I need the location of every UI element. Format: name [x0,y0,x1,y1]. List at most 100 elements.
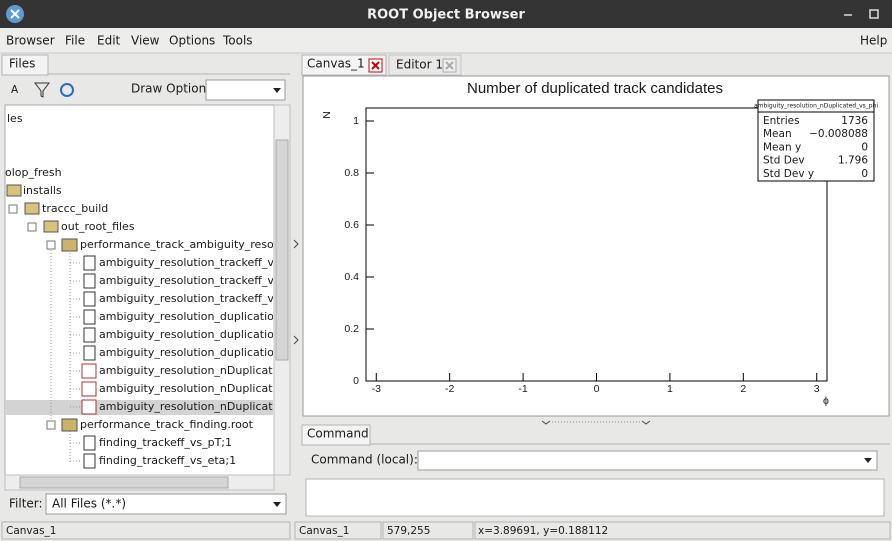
maximize-button[interactable] [869,9,879,19]
tree-item[interactable]: ambiguity_resolution_trackeff_vs_pT;1 [99,256,310,269]
tab-close-icon [371,61,380,70]
x-tick-label: 3 [814,383,820,395]
filter-button[interactable] [34,82,50,98]
tree-item[interactable]: finding_trackeff_vs_pT;1 [99,436,232,449]
y-tick-label: 0.2 [344,323,359,335]
shape [81,399,97,415]
tree-item[interactable]: out_root_files [61,220,135,233]
stats-value: 0 [861,141,868,153]
status-cell [294,521,382,540]
tree-item[interactable]: ambiguity_resolution_duplicationRate_ [99,328,312,341]
shape [83,273,96,289]
shape [81,381,97,397]
stats-key: Std Dev y [763,168,814,180]
stats-title: ambiguity_resolution_nDuplicated_vs_phi [754,103,878,110]
y-tick-label: 0.6 [344,219,359,231]
x-tick-label: -1 [518,383,527,395]
menu-item[interactable]: Options [169,34,215,48]
tab[interactable] [301,54,387,76]
stats-key: Entries [763,115,800,127]
filter-value[interactable]: All Files (*.*) [52,497,126,511]
stats-key: Mean y [763,141,801,153]
selection [5,400,273,415]
menu-item[interactable]: File [65,34,85,48]
status-text: Canvas_1 [6,525,56,537]
tree: les olop_fresh installs traccc_build out… [5,112,313,469]
expander[interactable] [46,240,56,250]
menu-item[interactable]: Tools [222,34,253,48]
y-tick-label: 0.4 [344,271,359,283]
refresh-button[interactable] [60,83,74,97]
tab-label[interactable]: Editor 1 [396,58,443,72]
splitter-handle[interactable] [293,239,299,345]
tree-item[interactable]: ambiguity_resolution_nDuplicated_vs_ [99,382,310,395]
x-tick-label: 1 [667,383,673,395]
x-tick-label: -3 [372,383,381,395]
stats-key: Std Dev [763,155,805,167]
file-icon [61,238,78,252]
command-combo[interactable] [417,450,878,471]
draw-option-label: Draw Option: [131,82,210,96]
menu-item[interactable]: Help [860,34,887,48]
stats-value: 1.796 [838,155,868,167]
tree-item[interactable]: les [7,112,23,125]
sort-button[interactable]: A [11,84,19,96]
tree-item[interactable]: traccc_build [42,202,108,215]
expander[interactable] [8,204,18,214]
tree-item[interactable]: ambiguity_resolution_duplicationRate_ [99,346,312,359]
v-scroll-thumb[interactable] [275,139,289,361]
shape [83,309,96,325]
status-cell [474,521,891,540]
window-title: ROOT Object Browser [367,8,525,23]
x-tick-label: 0 [594,383,600,395]
title-bar [0,0,892,28]
tree-item[interactable]: ambiguity_resolution_duplicationRate_ [99,310,312,323]
menu-item[interactable]: Edit [97,34,121,48]
stats-frame [757,99,875,182]
y-tick-label: 1 [353,115,359,127]
expander[interactable] [46,420,56,430]
draw-option-combo[interactable] [205,79,286,101]
tab-label[interactable]: Canvas_1 [307,57,365,71]
x-axis-label: ϕ [823,395,829,407]
status-text: x=3.89691, y=0.188112 [478,525,608,537]
shape [83,255,96,271]
tree-item[interactable]: performance_track_ambiguity_resolution.r [80,238,313,251]
tree-item[interactable]: olop_fresh [5,166,62,179]
plot: Number of duplicated track candidates N … [321,80,829,407]
combo-arrow [864,458,872,463]
tree-item[interactable]: ambiguity_resolution_trackeff_vs_phi; [99,292,306,305]
stats-box: ambiguity_resolution_nDuplicated_vs_phi … [754,99,878,182]
tree-item[interactable]: ambiguity_resolution_nDuplicated_vs_ [99,400,310,413]
filter-combo[interactable] [45,493,287,515]
tab[interactable] [1,54,49,76]
combo-arrow [273,88,281,93]
menu-item[interactable]: Browser [6,34,55,48]
tree-item[interactable]: finding_trackeff_vs_eta;1 [99,454,236,467]
folder-icon [24,202,40,215]
status-text: 579,255 [387,525,430,537]
file-icon [61,418,78,432]
expander[interactable] [27,222,37,232]
tree-item[interactable]: ambiguity_resolution_nDuplicated_vs_ [99,364,310,377]
tree-item[interactable]: ambiguity_resolution_trackeff_vs_eta; [99,274,307,287]
shape [83,345,96,361]
shape [83,435,96,451]
leaf-icons [81,255,97,469]
stats-value: 0 [861,168,868,180]
splitter-handle[interactable] [541,420,651,425]
tree-item[interactable]: performance_track_finding.root [80,418,254,431]
stats-rows: Entries 1736 Mean −0.008088 Mean y 0 Std Dev 1.… [763,115,868,180]
tab-label[interactable]: Command [307,427,369,441]
tab-label[interactable]: Files [9,57,35,71]
menu-item[interactable]: View [131,34,160,48]
h-scroll-thumb[interactable] [19,476,229,489]
menu-bar [0,28,892,53]
tree-item[interactable]: installs [23,184,62,197]
plot-title: Number of duplicated track candidates [467,80,723,97]
tab[interactable] [301,424,371,446]
tab-close-icon [445,61,454,70]
status-text: Canvas_1 [299,525,349,537]
